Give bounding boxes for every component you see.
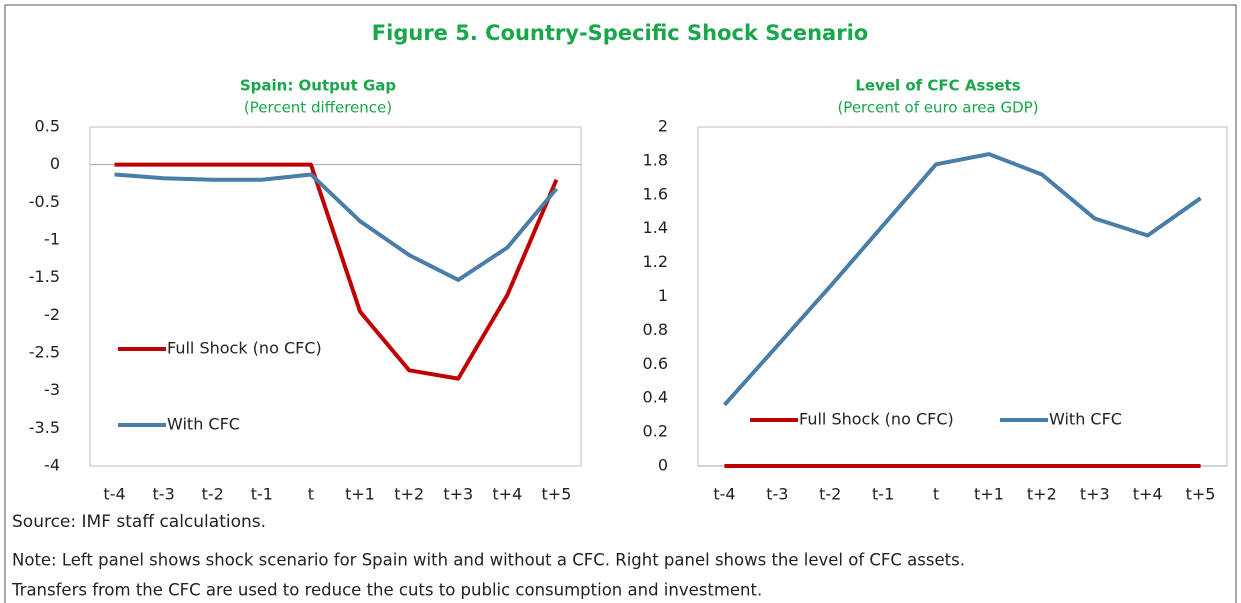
note-line: Note: Left panel shows shock scenario fo… <box>12 551 965 570</box>
plot-area <box>89 126 582 467</box>
x-tick-label: t+4 <box>1133 485 1163 504</box>
source: Source: IMF staff calculations. <box>12 512 266 532</box>
y-tick-label: 1 <box>658 286 668 305</box>
series-line <box>114 172 558 282</box>
y-tick-label: 1.8 <box>643 150 668 169</box>
y-tick-label: 0 <box>658 456 668 475</box>
y-tick-label: -1.5 <box>29 267 60 286</box>
y-tick-label: 0.4 <box>643 388 668 407</box>
y-tick-label: -3.5 <box>29 418 60 437</box>
legend-label: With CFC <box>1049 410 1122 429</box>
x-tick-label: t+5 <box>1186 485 1216 504</box>
y-tick-label: -1 <box>44 230 60 249</box>
legend-label: Full Shock (no CFC) <box>167 339 322 358</box>
y-tick-label: 0.8 <box>643 320 668 339</box>
y-tick-label: -0.5 <box>29 192 60 211</box>
legend-label: Full Shock (no CFC) <box>799 410 954 429</box>
x-tick-label: t <box>308 485 314 504</box>
x-tick-label: t+1 <box>974 485 1004 504</box>
note-line: Transfers from the CFC are used to reduc… <box>11 581 762 600</box>
x-tick-label: t <box>933 485 939 504</box>
x-tick-label: t-2 <box>819 485 841 504</box>
chart-title: Level of CFC Assets <box>855 77 1020 95</box>
y-tick-label: -2.5 <box>29 343 60 362</box>
chart-subtitle: (Percent of euro area GDP) <box>837 99 1038 117</box>
x-tick-label: t-2 <box>202 485 224 504</box>
series-line <box>722 152 1202 407</box>
plot-area <box>697 126 1228 467</box>
y-tick-label: 0.2 <box>643 422 668 441</box>
x-tick-label: t+3 <box>443 485 473 504</box>
y-tick-label: -3 <box>44 380 60 399</box>
y-tick-label: 1.4 <box>643 218 668 237</box>
y-tick-label: 0.5 <box>35 117 60 136</box>
y-tick-label: 1.2 <box>643 252 668 271</box>
chart-subtitle: (Percent difference) <box>244 99 392 117</box>
series-line <box>114 162 559 381</box>
x-tick-label: t-4 <box>713 485 735 504</box>
y-tick-label: -2 <box>44 305 60 324</box>
y-tick-label: 1.6 <box>643 184 668 203</box>
figure-border <box>4 4 1237 603</box>
x-tick-label: t-1 <box>251 485 273 504</box>
x-tick-label: t-3 <box>153 485 175 504</box>
y-tick-label: -4 <box>44 456 60 475</box>
x-tick-label: t+1 <box>345 485 375 504</box>
x-tick-label: t-4 <box>103 485 125 504</box>
x-tick-label: t-3 <box>766 485 788 504</box>
x-tick-label: t+5 <box>542 485 572 504</box>
x-tick-label: t-1 <box>872 485 894 504</box>
y-tick-label: 0 <box>50 154 60 173</box>
chart-title: Spain: Output Gap <box>240 77 397 95</box>
legend-label: With CFC <box>167 415 240 434</box>
x-tick-label: t+3 <box>1080 485 1110 504</box>
x-tick-label: t+4 <box>492 485 522 504</box>
x-tick-label: t+2 <box>394 485 424 504</box>
figure-title: Figure 5. Country-Specific Shock Scenari… <box>372 21 868 45</box>
x-tick-label: t+2 <box>1027 485 1057 504</box>
y-tick-label: 0.6 <box>643 354 668 373</box>
y-tick-label: 2 <box>658 117 668 136</box>
